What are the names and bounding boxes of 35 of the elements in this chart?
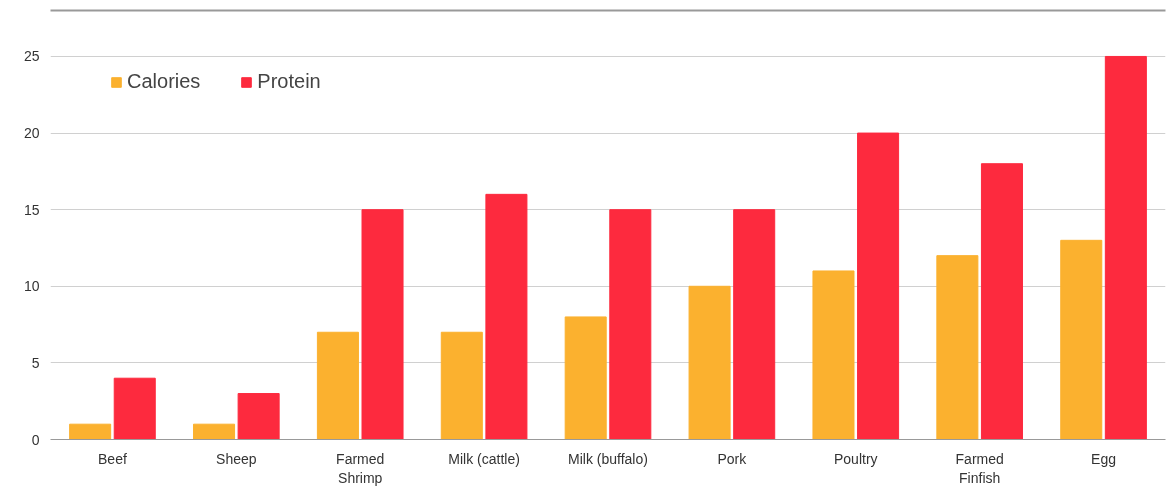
x-tick-label: Poultry [833, 450, 878, 467]
y-tick-label: 10 [23, 278, 40, 295]
x-tick-label: Milk (cattle) [448, 450, 520, 467]
y-tick-label: 15 [23, 201, 40, 218]
y-tick-label: 25 [23, 48, 40, 65]
bar [812, 270, 855, 440]
x-tick-label: Pork [717, 450, 748, 467]
bar [485, 193, 528, 440]
y-tick-label: 0 [31, 431, 40, 448]
bar [1060, 239, 1103, 440]
bar [857, 132, 900, 440]
bar [564, 316, 607, 440]
y-tick-label: 5 [31, 354, 40, 371]
bar [688, 285, 731, 440]
bar [361, 209, 404, 440]
bar [733, 209, 776, 440]
x-tick-label: Milk (buffalo) [568, 450, 648, 467]
bar [440, 331, 483, 440]
x-tick-label: Farmed Shrimp [336, 450, 385, 486]
bar [936, 255, 979, 440]
y-tick-label: 20 [23, 125, 40, 142]
x-tick-label: Sheep [216, 450, 257, 467]
bar [609, 209, 652, 440]
bar [113, 377, 156, 440]
bar [237, 393, 280, 440]
x-tick-label: Farmed Finfish [955, 450, 1004, 486]
bar [193, 423, 236, 440]
legend-label: Protein [257, 70, 321, 93]
bar [316, 331, 359, 440]
x-tick-label: Egg [1091, 450, 1117, 467]
x-tick-label: Beef [98, 450, 127, 467]
bar [980, 163, 1023, 440]
legend-label: Calories [127, 70, 201, 93]
bar [1104, 55, 1147, 440]
bar [69, 423, 112, 440]
